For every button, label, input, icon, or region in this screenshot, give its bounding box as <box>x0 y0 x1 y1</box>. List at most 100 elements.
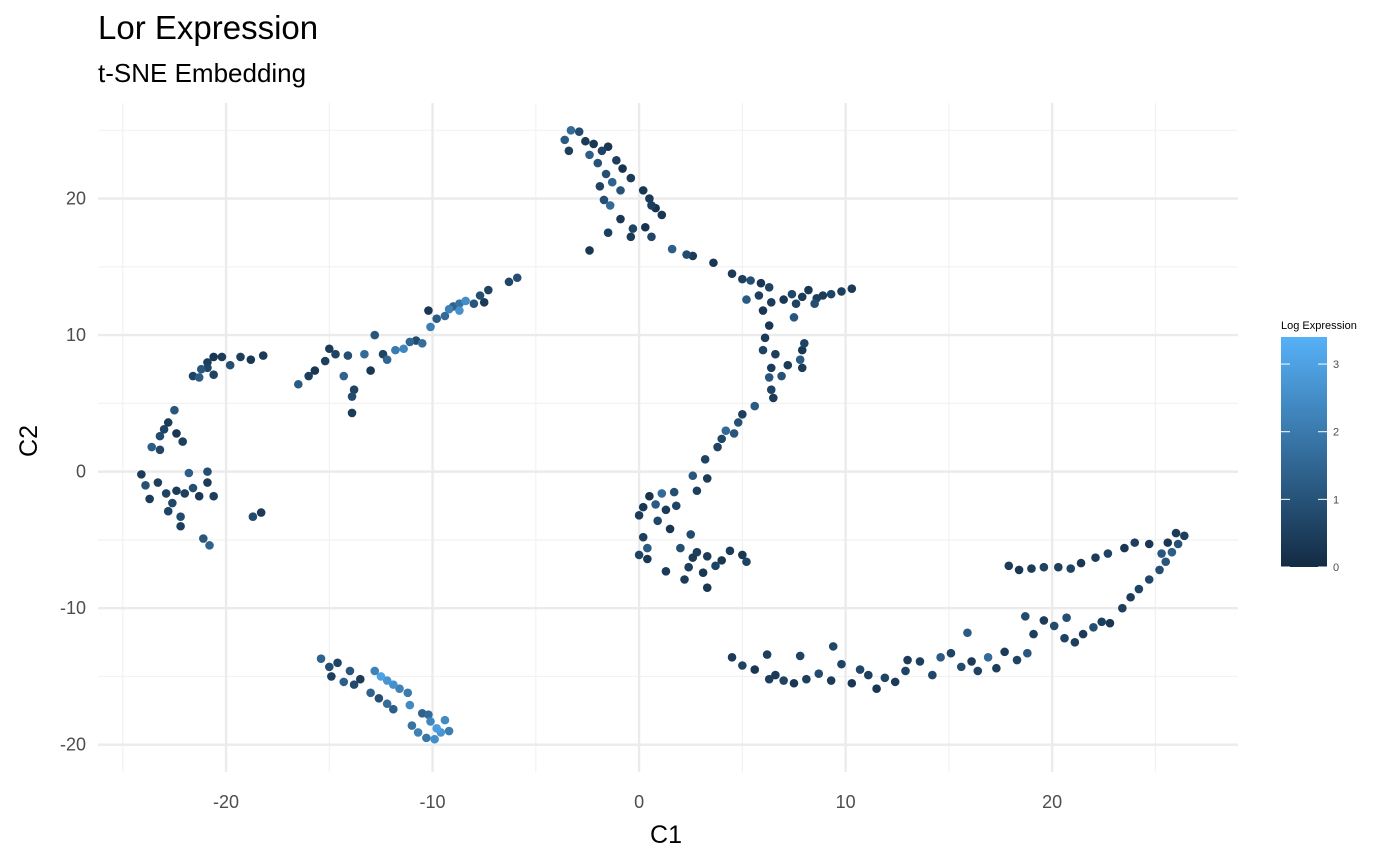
data-point <box>479 298 489 307</box>
data-point <box>742 295 751 304</box>
data-point <box>1163 538 1173 547</box>
data-point <box>389 704 398 714</box>
data-point <box>973 666 983 676</box>
data-point <box>738 550 747 560</box>
data-point <box>814 669 824 678</box>
data-point <box>667 244 677 254</box>
data-point <box>963 628 972 638</box>
data-point <box>440 715 450 725</box>
data-point <box>742 557 751 567</box>
data-point <box>826 676 836 685</box>
data-point <box>837 659 846 669</box>
data-point <box>155 431 165 441</box>
data-point <box>153 478 163 487</box>
data-point <box>791 299 801 309</box>
data-point <box>597 146 607 156</box>
data-point <box>333 658 342 668</box>
data-point <box>147 442 156 452</box>
legend-title: Log Expression <box>1281 320 1357 332</box>
data-point <box>180 489 190 498</box>
legend-colorbar <box>1281 337 1327 567</box>
data-point <box>424 710 433 719</box>
data-point <box>599 195 609 205</box>
data-point <box>828 642 838 651</box>
data-point <box>717 556 726 565</box>
data-point <box>504 277 514 287</box>
data-point <box>607 177 617 187</box>
data-point <box>395 684 404 694</box>
data-point <box>797 292 807 302</box>
data-point <box>901 666 910 676</box>
data-point <box>795 651 805 661</box>
legend-ticks: 0 1 2 3 <box>1281 359 1339 574</box>
data-point <box>692 547 702 557</box>
data-point <box>194 373 204 382</box>
data-point <box>700 455 710 464</box>
data-point <box>432 724 441 733</box>
legend-tick-label: 3 <box>1333 359 1339 371</box>
data-point <box>137 470 146 479</box>
data-point <box>141 480 150 490</box>
data-point <box>733 418 743 427</box>
data-point <box>199 534 208 543</box>
data-point <box>640 222 650 232</box>
data-point <box>647 201 656 210</box>
chart-subtitle: t-SNE Embedding <box>98 58 307 88</box>
data-point <box>1155 565 1164 575</box>
data-point <box>163 418 173 427</box>
data-point <box>184 468 194 478</box>
data-point <box>413 728 423 737</box>
data-point <box>789 678 799 688</box>
data-point <box>1023 648 1032 658</box>
data-point <box>1105 618 1115 628</box>
data-point <box>711 561 720 571</box>
data-point <box>754 291 764 300</box>
x-tick-label: -20 <box>213 792 239 812</box>
y-axis-ticks: -20 -10 0 10 20 <box>60 189 86 755</box>
data-point <box>638 186 648 195</box>
data-point <box>645 194 654 203</box>
data-point <box>709 258 718 268</box>
data-point <box>645 491 654 501</box>
data-point <box>764 321 774 330</box>
data-point <box>1157 549 1166 558</box>
data-point <box>217 352 227 362</box>
data-point <box>758 306 768 315</box>
data-point <box>651 500 660 509</box>
data-point <box>422 733 431 743</box>
data-point <box>936 653 945 662</box>
x-tick-label: 20 <box>1042 792 1062 812</box>
data-point <box>605 201 615 210</box>
data-point <box>294 379 303 389</box>
data-point <box>444 726 454 736</box>
data-point <box>1049 621 1059 631</box>
data-point <box>455 306 464 315</box>
data-point <box>345 666 355 676</box>
data-point <box>196 364 206 374</box>
data-point <box>810 299 819 309</box>
data-point <box>225 360 235 370</box>
data-point <box>325 662 334 672</box>
data-point <box>603 228 613 238</box>
data-point <box>760 333 770 343</box>
data-point <box>1144 539 1154 549</box>
data-point <box>170 405 179 415</box>
data-point <box>331 349 340 359</box>
data-point <box>946 648 956 658</box>
data-point <box>1144 575 1154 584</box>
y-tick-label: -10 <box>60 598 86 618</box>
data-point <box>676 543 685 553</box>
color-legend: Log Expression 0 1 2 3 <box>1281 320 1357 574</box>
data-point <box>628 224 638 233</box>
data-point <box>779 295 788 304</box>
data-point <box>638 532 648 542</box>
data-point <box>903 655 912 665</box>
y-tick-label: 0 <box>76 462 86 482</box>
data-point <box>176 512 185 521</box>
data-point <box>1180 531 1189 541</box>
data-point <box>826 289 836 299</box>
data-point <box>469 299 479 309</box>
data-point <box>890 677 900 687</box>
data-point <box>688 471 698 481</box>
data-point <box>750 401 760 411</box>
